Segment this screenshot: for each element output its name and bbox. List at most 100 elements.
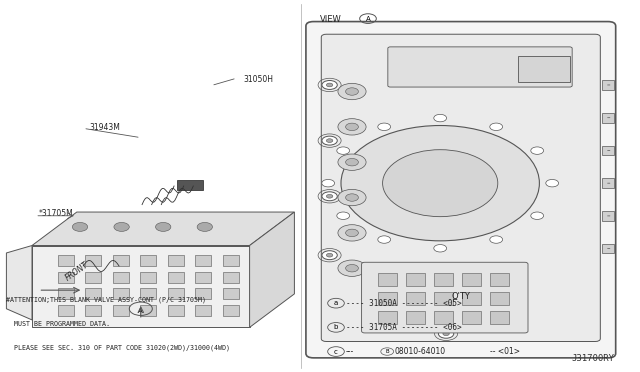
Circle shape (156, 222, 171, 231)
Polygon shape (250, 212, 294, 327)
Text: 08010-64010: 08010-64010 (395, 347, 446, 356)
Text: ---- 31705A -------- <06>: ---- 31705A -------- <06> (346, 323, 461, 332)
Circle shape (346, 194, 358, 201)
Bar (223, 288, 239, 299)
Text: J31700RY: J31700RY (572, 354, 614, 363)
Bar (462, 273, 481, 286)
Circle shape (322, 179, 335, 187)
Bar (602, 211, 614, 221)
Circle shape (322, 251, 337, 260)
Circle shape (378, 123, 390, 131)
Bar (58, 255, 74, 266)
Circle shape (338, 119, 366, 135)
Text: *31705M: *31705M (38, 209, 73, 218)
Circle shape (338, 189, 366, 206)
Text: A: A (365, 16, 371, 22)
Circle shape (322, 136, 337, 145)
Bar (168, 255, 184, 266)
Bar (140, 272, 156, 283)
Bar (378, 273, 397, 286)
Circle shape (322, 192, 337, 201)
Circle shape (383, 150, 498, 217)
Circle shape (434, 244, 447, 252)
Text: 31943M: 31943M (90, 123, 120, 132)
Circle shape (434, 114, 447, 122)
Bar (85, 272, 101, 283)
FancyBboxPatch shape (388, 47, 572, 87)
Circle shape (346, 264, 358, 272)
Text: VIEW: VIEW (320, 15, 342, 24)
Circle shape (438, 329, 454, 338)
Bar (434, 273, 453, 286)
Bar (406, 273, 425, 286)
Polygon shape (6, 246, 32, 320)
Bar (113, 272, 129, 283)
Text: ---- 31050A -------- <05>: ---- 31050A -------- <05> (346, 299, 461, 308)
Bar (490, 273, 509, 286)
Bar (85, 305, 101, 316)
Bar (177, 180, 203, 190)
FancyBboxPatch shape (321, 34, 600, 341)
Circle shape (346, 229, 358, 237)
Bar (223, 305, 239, 316)
Circle shape (378, 236, 390, 243)
Circle shape (531, 212, 543, 219)
Polygon shape (32, 212, 294, 246)
Circle shape (326, 253, 333, 257)
Text: b: b (334, 324, 338, 330)
Bar (168, 272, 184, 283)
Bar (195, 305, 211, 316)
Bar (140, 288, 156, 299)
Text: -- <01>: -- <01> (490, 347, 520, 356)
Bar (58, 288, 74, 299)
Circle shape (531, 147, 543, 154)
Bar (85, 288, 101, 299)
Bar (434, 311, 453, 324)
Bar (406, 311, 425, 324)
Bar (113, 255, 129, 266)
Bar (602, 113, 614, 122)
Circle shape (346, 88, 358, 95)
FancyBboxPatch shape (362, 262, 528, 333)
Text: 31050H: 31050H (243, 75, 273, 84)
Bar (168, 288, 184, 299)
Circle shape (197, 222, 212, 231)
Circle shape (326, 139, 333, 142)
Bar (113, 288, 129, 299)
Circle shape (326, 83, 333, 87)
Circle shape (443, 332, 449, 336)
Text: MUST BE PROGRAMMED DATA.: MUST BE PROGRAMMED DATA. (6, 321, 111, 327)
Bar (85, 255, 101, 266)
Circle shape (72, 222, 88, 231)
Circle shape (114, 222, 129, 231)
Bar (602, 145, 614, 155)
Bar (602, 80, 614, 90)
Bar (195, 288, 211, 299)
Circle shape (346, 123, 358, 131)
Circle shape (338, 225, 366, 241)
Circle shape (337, 212, 349, 219)
Bar (378, 311, 397, 324)
Text: a: a (334, 300, 338, 306)
Bar (58, 305, 74, 316)
Bar (195, 255, 211, 266)
Circle shape (338, 154, 366, 170)
Bar (195, 272, 211, 283)
Bar (223, 255, 239, 266)
Circle shape (326, 195, 333, 198)
Bar (490, 292, 509, 305)
Text: c: c (334, 349, 338, 355)
Circle shape (337, 147, 349, 154)
Bar (518, 56, 570, 82)
Circle shape (338, 83, 366, 100)
Bar (406, 292, 425, 305)
Bar (378, 292, 397, 305)
Bar (602, 178, 614, 188)
Circle shape (346, 158, 358, 166)
Text: PLEASE SEE SEC. 310 OF PART CODE 31020(2WD)/31000(4WD): PLEASE SEE SEC. 310 OF PART CODE 31020(2… (6, 345, 230, 351)
Bar (462, 292, 481, 305)
Bar (490, 311, 509, 324)
Bar (58, 272, 74, 283)
Circle shape (546, 179, 559, 187)
Text: FRONT: FRONT (64, 260, 90, 283)
